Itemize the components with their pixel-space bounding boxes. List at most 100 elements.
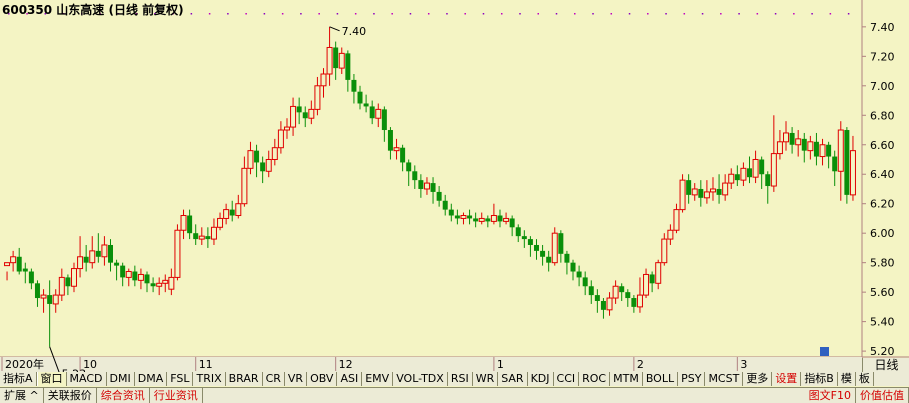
event-marker <box>611 13 613 15</box>
tab-brar[interactable]: BRAR <box>226 372 263 386</box>
candle-body-up <box>53 295 58 304</box>
event-marker <box>519 13 521 15</box>
tab-cci[interactable]: CCI <box>554 372 580 386</box>
candle-body-down <box>540 251 545 257</box>
tab-trix[interactable]: TRIX <box>193 372 225 386</box>
tab-dmi[interactable]: DMI <box>107 372 135 386</box>
event-marker <box>592 13 594 15</box>
y-tick-label: 7.40 <box>870 21 895 34</box>
tab-asi[interactable]: ASI <box>337 372 362 386</box>
event-marker <box>245 13 247 15</box>
tab-board[interactable]: 板 <box>856 372 874 386</box>
candle-body-up <box>820 145 825 157</box>
y-tick-label: 6.60 <box>870 139 895 152</box>
candle-body-down <box>17 257 22 272</box>
tab-template[interactable]: 模 <box>838 372 856 386</box>
candle-body-up <box>771 154 776 186</box>
candle-body-down <box>382 109 387 130</box>
candle-body-up <box>424 183 429 189</box>
high-price-pointer <box>330 27 340 31</box>
y-tick-label: 5.80 <box>870 257 895 270</box>
tab-vol-tdx[interactable]: VOL-TDX <box>393 372 448 386</box>
candle-body-up <box>321 74 326 86</box>
candle-body-down <box>47 295 52 304</box>
candle-body-up <box>236 204 241 216</box>
tab-mtm[interactable]: MTM <box>610 372 643 386</box>
y-tick-label: 6.40 <box>870 168 895 181</box>
candle-body-up <box>71 269 76 287</box>
expand-toggle[interactable]: 扩展 ^ <box>0 388 44 403</box>
candle-body-up <box>674 210 679 231</box>
event-marker <box>684 13 686 15</box>
tab-psy[interactable]: PSY <box>678 372 705 386</box>
candle-body-down <box>619 286 624 292</box>
candle-body-up <box>552 233 557 262</box>
event-marker <box>373 13 375 15</box>
event-marker <box>757 13 759 15</box>
candle-body-up <box>662 239 667 263</box>
candle-body-down <box>351 80 356 92</box>
candle-body-down <box>625 292 630 298</box>
candle-body-up <box>78 257 83 269</box>
tab-kdj[interactable]: KDJ <box>528 372 554 386</box>
event-marker <box>410 13 412 15</box>
f10-tab[interactable]: 图文F10 <box>805 388 856 403</box>
related-quotes-tab[interactable]: 关联报价 <box>44 388 97 403</box>
candle-body-down <box>260 162 265 171</box>
tab-macd[interactable]: MACD <box>67 372 107 386</box>
candle-body-down <box>698 189 703 198</box>
candle-body-down <box>29 272 34 284</box>
tab-cr[interactable]: CR <box>263 372 285 386</box>
tab-fsl[interactable]: FSL <box>167 372 193 386</box>
tab-mcst[interactable]: MCST <box>705 372 743 386</box>
candle-body-up <box>315 86 320 110</box>
candle-body-up <box>211 227 216 239</box>
candle-body-up <box>607 298 612 310</box>
tab-more[interactable]: 更多 <box>743 372 772 386</box>
period-label[interactable]: 日线 <box>862 358 909 372</box>
general-news-tab[interactable]: 综合资讯 <box>97 388 150 403</box>
candle-body-down <box>571 263 576 272</box>
tab-window[interactable]: 窗口 <box>37 372 67 386</box>
tab-dma[interactable]: DMA <box>135 372 168 386</box>
candle-body-down <box>145 274 150 283</box>
tab-vr[interactable]: VR <box>285 372 307 386</box>
candle-body-up <box>753 159 758 177</box>
chart-title: 600350 山东高速 (日线 前复权) <box>2 1 184 18</box>
candle-body-down <box>844 130 849 195</box>
x-label-1: 1 <box>497 358 504 371</box>
event-marker <box>209 13 211 15</box>
tab-roc[interactable]: ROC <box>579 372 610 386</box>
event-marker <box>391 13 393 15</box>
y-tick-label: 5.60 <box>870 286 895 299</box>
candle-body-down <box>765 174 770 186</box>
tab-sar[interactable]: SAR <box>498 372 527 386</box>
candle-body-up <box>5 263 10 266</box>
y-tick-label: 7.20 <box>870 50 895 63</box>
candle-body-down <box>132 272 137 281</box>
tab-boll[interactable]: BOLL <box>643 372 678 386</box>
industry-news-tab[interactable]: 行业资讯 <box>150 388 203 403</box>
candle-body-down <box>455 216 460 219</box>
tab-wr[interactable]: WR <box>473 372 499 386</box>
candle-body-up <box>784 133 789 142</box>
candle-body-down <box>35 283 40 298</box>
tab-settings[interactable]: 设置 <box>772 372 801 386</box>
tab-obv[interactable]: OBV <box>307 372 337 386</box>
tab-indicator-a[interactable]: 指标A <box>0 372 37 386</box>
candle-body-up <box>729 174 734 183</box>
candle-body-up <box>741 168 746 180</box>
tab-indicator-b[interactable]: 指标B <box>801 372 838 386</box>
tab-rsi[interactable]: RSI <box>448 372 473 386</box>
candle-body-down <box>193 233 198 239</box>
candle-body-down <box>303 112 308 118</box>
valuation-tab[interactable]: 价值估值 <box>856 388 909 403</box>
x-label-2020: 2020年 <box>5 357 44 371</box>
candle-body-down <box>412 171 417 180</box>
event-marker <box>337 13 339 15</box>
event-marker <box>793 13 795 15</box>
candle-body-up <box>339 53 344 68</box>
tab-emv[interactable]: EMV <box>362 372 393 386</box>
